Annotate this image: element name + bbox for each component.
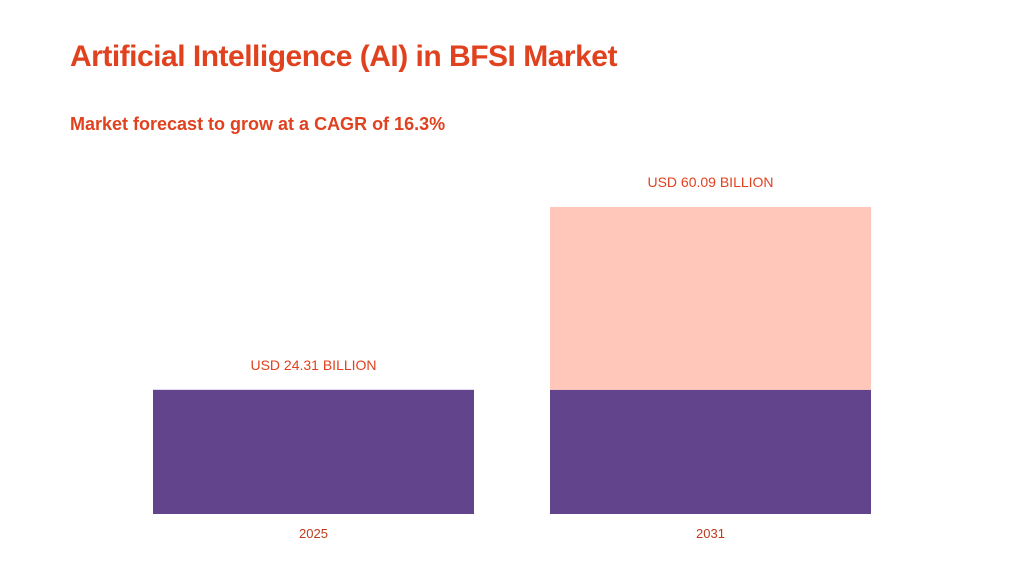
data-label-2025: USD 24.31 BILLION [250, 357, 376, 373]
data-label-2031: USD 60.09 BILLION [647, 174, 773, 190]
bar-2031-segment-2 [550, 207, 871, 390]
bar-2031-segment-1 [550, 389, 871, 514]
chart-title: Artificial Intelligence (AI) in BFSI Mar… [70, 40, 617, 73]
category-label-2025: 2025 [299, 526, 328, 541]
chart-subtitle: Market forecast to grow at a CAGR of 16.… [70, 114, 446, 134]
bar-2025-segment-1 [153, 389, 474, 514]
category-label-2031: 2031 [696, 526, 725, 541]
